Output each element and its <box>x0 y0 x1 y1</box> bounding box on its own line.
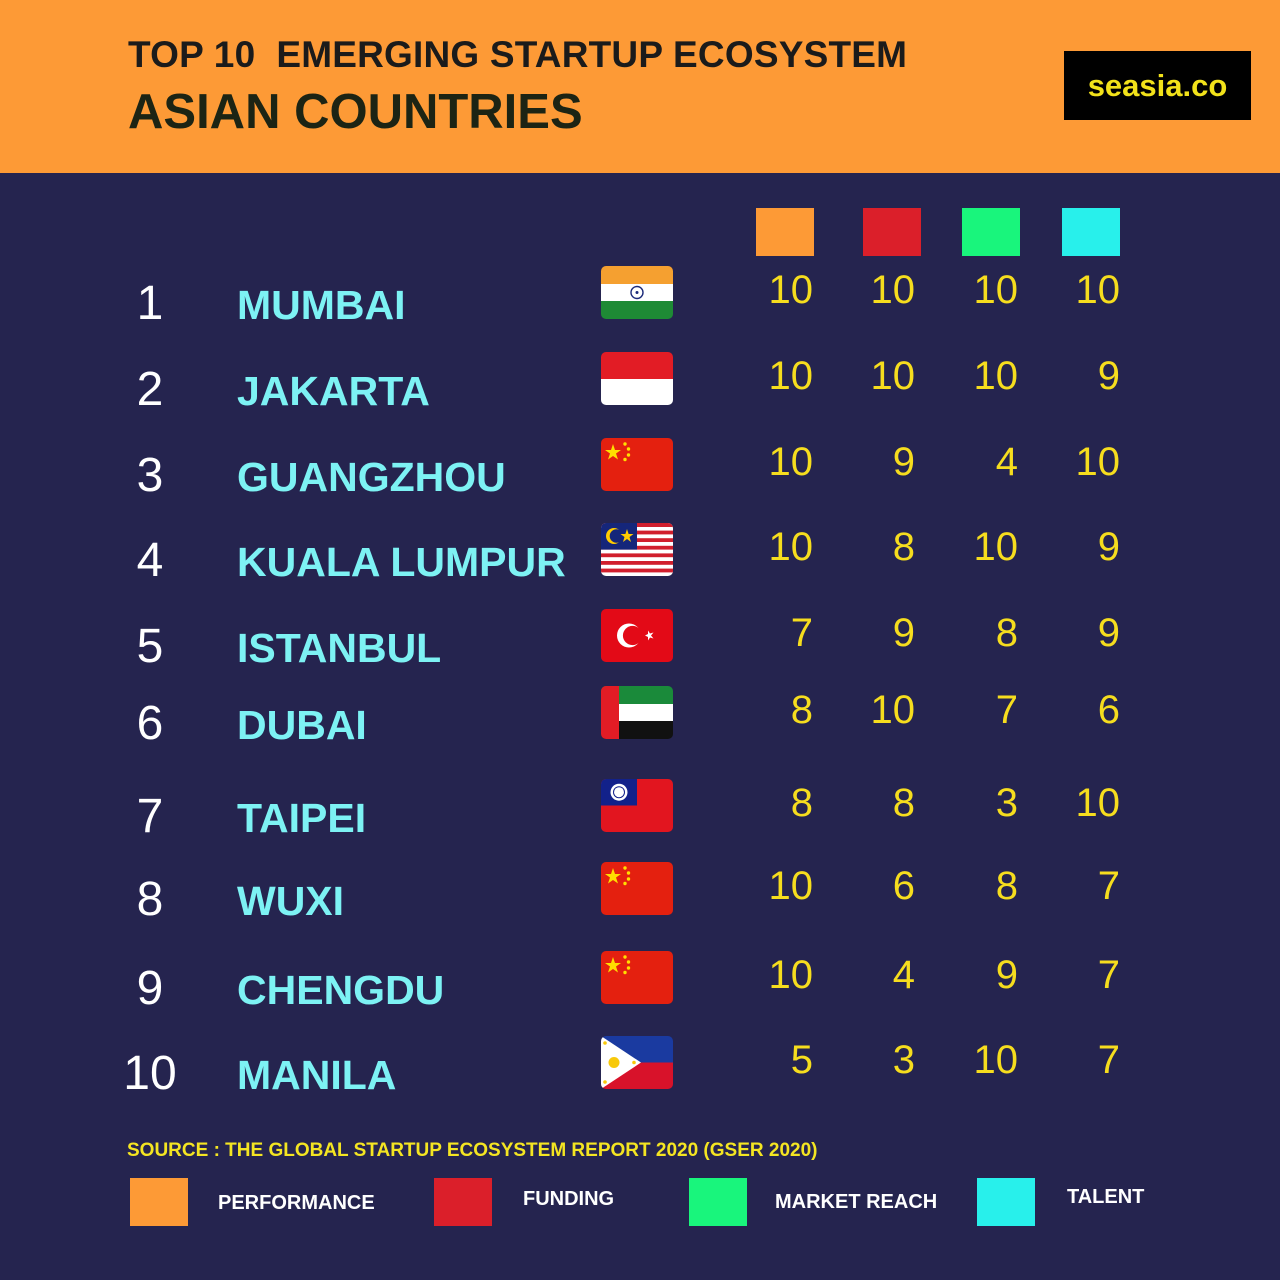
table-row: 5 ISTANBUL 7 9 8 9 <box>0 609 1280 689</box>
city-name: MANILA <box>237 1052 397 1098</box>
score-performance: 7 <box>790 611 813 655</box>
score-funding: 8 <box>892 781 915 825</box>
header-swatch-talent <box>1062 208 1120 256</box>
score-market-reach: 10 <box>973 1038 1019 1082</box>
malaysia-flag-icon <box>601 523 673 576</box>
score-funding: 10 <box>870 688 916 732</box>
rank-number: 7 <box>136 790 164 843</box>
rank-number: 9 <box>136 962 164 1015</box>
china-flag-icon <box>601 438 673 491</box>
score-talent: 9 <box>1097 525 1120 569</box>
india-flag-icon <box>601 266 673 319</box>
table-row: 9 CHENGDU 10 4 9 7 <box>0 951 1280 1031</box>
score-performance: 8 <box>790 688 813 732</box>
rank-number: 6 <box>136 697 164 750</box>
score-funding: 10 <box>870 354 916 398</box>
title-line-2: ASIAN COUNTRIES <box>128 85 583 139</box>
score-performance: 10 <box>768 440 814 484</box>
score-market-reach: 10 <box>973 268 1019 312</box>
score-talent: 7 <box>1097 1038 1120 1082</box>
rank-number: 4 <box>136 534 164 587</box>
uae-flag-icon <box>601 686 673 739</box>
legend-label-market-reach: MARKET REACH <box>775 1191 938 1213</box>
rank-number: 2 <box>136 363 164 416</box>
score-performance: 10 <box>768 864 814 908</box>
rank-number: 1 <box>136 277 164 330</box>
score-funding: 10 <box>870 268 916 312</box>
score-talent: 10 <box>1075 781 1121 825</box>
score-market-reach: 9 <box>995 953 1018 997</box>
rank-number: 8 <box>136 873 164 926</box>
score-performance: 10 <box>768 525 814 569</box>
score-talent: 7 <box>1097 864 1120 908</box>
philippines-flag-icon <box>601 1036 673 1089</box>
brand-text: seasia.co <box>1087 67 1228 103</box>
city-name: JAKARTA <box>237 368 430 414</box>
legend-swatch-performance <box>130 1178 188 1226</box>
score-funding: 8 <box>892 525 915 569</box>
taiwan-flag-icon <box>601 779 673 832</box>
city-name: WUXI <box>237 878 345 924</box>
score-talent: 7 <box>1097 953 1120 997</box>
brand-badge: seasia.co <box>1064 51 1251 120</box>
score-talent: 6 <box>1097 688 1120 732</box>
header-swatch-funding <box>863 208 921 256</box>
header-banner: TOP 10 EMERGING STARTUP ECOSYSTEM ASIAN … <box>0 0 1280 173</box>
indonesia-flag-icon <box>601 352 673 405</box>
legend-label-funding: FUNDING <box>523 1188 615 1210</box>
city-name: CHENGDU <box>237 967 445 1013</box>
city-name: MUMBAI <box>237 282 406 328</box>
rank-number: 5 <box>136 620 164 673</box>
header-swatch-performance <box>756 208 814 256</box>
table-row: 3 GUANGZHOU 10 9 4 10 <box>0 438 1280 518</box>
table-row: 4 KUALA LUMPUR 10 8 10 9 <box>0 523 1280 603</box>
score-funding: 3 <box>892 1038 915 1082</box>
score-market-reach: 8 <box>995 864 1018 908</box>
table-row: 1 MUMBAI 10 10 10 10 <box>0 266 1280 346</box>
rank-number: 10 <box>123 1047 177 1100</box>
score-talent: 10 <box>1075 268 1121 312</box>
header-swatch-market-reach <box>962 208 1020 256</box>
table-row: 8 WUXI 10 6 8 7 <box>0 862 1280 942</box>
table-row: 7 TAIPEI 8 8 3 10 <box>0 779 1280 859</box>
china-flag-icon <box>601 862 673 915</box>
score-performance: 10 <box>768 953 814 997</box>
table-row: 6 DUBAI 8 10 7 6 <box>0 686 1280 766</box>
score-market-reach: 4 <box>995 440 1018 484</box>
score-performance: 10 <box>768 354 814 398</box>
score-market-reach: 3 <box>995 781 1018 825</box>
score-funding: 9 <box>892 611 915 655</box>
legend-swatch-funding <box>434 1178 492 1226</box>
score-talent: 10 <box>1075 440 1121 484</box>
city-name: GUANGZHOU <box>237 454 506 500</box>
score-market-reach: 10 <box>973 525 1019 569</box>
title-line-1: TOP 10 EMERGING STARTUP ECOSYSTEM <box>128 34 908 75</box>
score-talent: 9 <box>1097 611 1120 655</box>
score-funding: 4 <box>892 953 915 997</box>
score-market-reach: 7 <box>995 688 1018 732</box>
turkey-flag-icon <box>601 609 673 662</box>
city-name: KUALA LUMPUR <box>237 539 566 585</box>
score-talent: 9 <box>1097 354 1120 398</box>
table-row: 2 JAKARTA 10 10 10 9 <box>0 352 1280 432</box>
score-funding: 9 <box>892 440 915 484</box>
legend-swatch-talent <box>977 1178 1035 1226</box>
score-market-reach: 10 <box>973 354 1019 398</box>
city-name: DUBAI <box>237 702 367 748</box>
rank-number: 3 <box>136 449 164 502</box>
table-row: 10 MANILA 5 3 10 7 <box>0 1036 1280 1116</box>
china-flag-icon <box>601 951 673 1004</box>
legend-swatch-market-reach <box>689 1178 747 1226</box>
legend-label-talent: TALENT <box>1067 1186 1145 1208</box>
city-name: ISTANBUL <box>237 625 442 671</box>
city-name: TAIPEI <box>237 795 367 841</box>
score-performance: 5 <box>790 1038 813 1082</box>
score-market-reach: 8 <box>995 611 1018 655</box>
legend-label-performance: PERFORMANCE <box>218 1192 375 1214</box>
score-performance: 8 <box>790 781 813 825</box>
source-note: SOURCE : THE GLOBAL STARTUP ECOSYSTEM RE… <box>127 1140 818 1161</box>
score-performance: 10 <box>768 268 814 312</box>
score-funding: 6 <box>892 864 915 908</box>
